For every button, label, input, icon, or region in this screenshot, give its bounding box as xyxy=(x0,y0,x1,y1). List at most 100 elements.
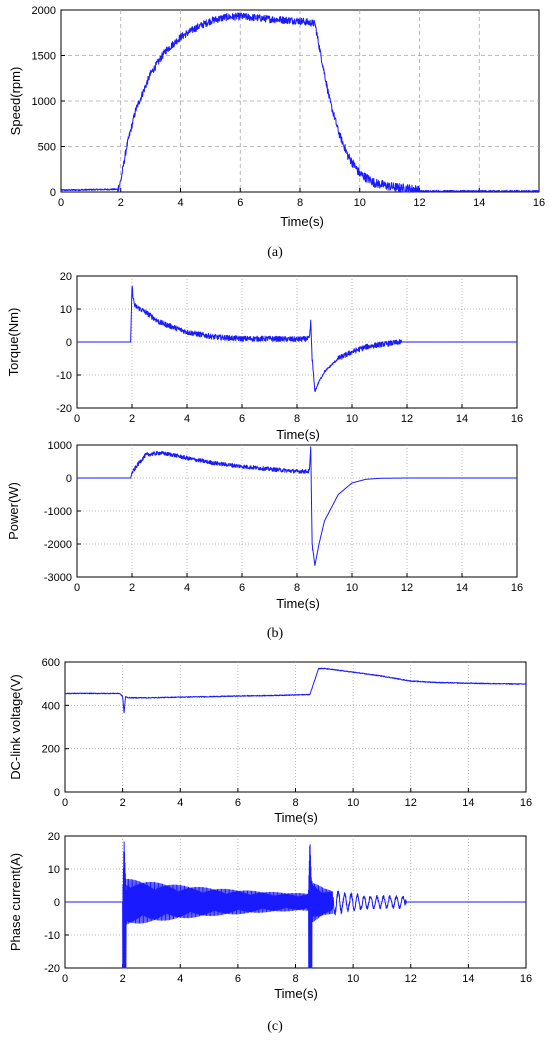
speed-series-line xyxy=(60,12,540,193)
x-tick-label: 6 xyxy=(235,797,241,809)
y-tick-label: 1000 xyxy=(32,96,56,108)
y-tick-label: -3000 xyxy=(44,572,72,584)
x-tick-label: 16 xyxy=(520,973,532,985)
x-tick-label: 4 xyxy=(184,413,190,425)
speed-x-axis-label: Time(s) xyxy=(280,214,324,229)
x-tick-label: 4 xyxy=(177,197,183,209)
x-tick-label: 16 xyxy=(533,197,545,209)
x-tick-label: 0 xyxy=(62,797,68,809)
x-tick-label: 2 xyxy=(118,197,124,209)
power-y-axis-label: Power(W) xyxy=(6,482,21,540)
speed-grid xyxy=(61,10,539,192)
caption-b: (b) xyxy=(267,626,284,641)
x-tick-label: 14 xyxy=(462,797,474,809)
y-tick-label: 2000 xyxy=(32,5,56,17)
speed-y-axis-label: Speed(rpm) xyxy=(8,67,23,136)
y-tick-label: -10 xyxy=(56,370,72,382)
power-y-ticks: -3000 -2000 -1000 0 1000 xyxy=(44,440,81,584)
dclink-plot-area xyxy=(64,661,527,793)
x-tick-label: 4 xyxy=(177,973,183,985)
phase-series-line xyxy=(64,841,527,969)
x-tick-label: 16 xyxy=(511,582,523,594)
x-tick-label: 14 xyxy=(456,413,468,425)
speed-x-ticks: 0 2 4 6 8 10 12 14 16 xyxy=(58,188,545,209)
x-tick-label: 6 xyxy=(239,413,245,425)
x-tick-label: 4 xyxy=(177,797,183,809)
x-tick-label: 12 xyxy=(413,197,425,209)
x-tick-label: 14 xyxy=(462,973,474,985)
phase-x-ticks: 0 2 4 6 8 10 12 14 16 xyxy=(62,964,532,985)
x-tick-label: 14 xyxy=(456,582,468,594)
y-tick-label: -10 xyxy=(44,930,60,942)
x-tick-label: 6 xyxy=(239,582,245,594)
x-tick-label: 16 xyxy=(511,413,523,425)
x-tick-label: 2 xyxy=(129,413,135,425)
power-series-line xyxy=(76,446,518,566)
y-tick-label: 10 xyxy=(60,304,72,316)
y-tick-label: 0 xyxy=(54,787,60,799)
x-tick-label: 6 xyxy=(235,973,241,985)
x-tick-label: 10 xyxy=(346,413,358,425)
dclink-grid xyxy=(65,662,526,792)
torque-x-axis-label: Time(s) xyxy=(276,427,320,442)
dclink-panel: 0 200 400 600 0 2 4 6 8 10 12 14 16 Time(s) DC-link… xyxy=(8,657,532,825)
dclink-x-ticks: 0 2 4 6 8 10 12 14 16 xyxy=(62,788,532,809)
x-tick-label: 0 xyxy=(58,197,64,209)
phase-x-axis-label: Time(s) xyxy=(274,986,318,1001)
x-tick-label: 10 xyxy=(354,197,366,209)
y-tick-label: 1000 xyxy=(48,440,72,452)
x-tick-label: 12 xyxy=(405,973,417,985)
y-tick-label: 0 xyxy=(54,897,60,909)
x-tick-label: 16 xyxy=(520,797,532,809)
y-tick-label: 200 xyxy=(42,744,60,756)
dclink-x-axis-label: Time(s) xyxy=(274,810,318,825)
phase-y-axis-label: Phase current(A) xyxy=(8,853,23,951)
x-tick-label: 8 xyxy=(294,413,300,425)
phase-panel: -20 -10 0 10 20 0 2 4 6 8 10 12 14 16 Time(s) Phase … xyxy=(8,831,532,1034)
y-tick-label: 0 xyxy=(50,187,56,199)
power-x-ticks: 0 2 4 6 8 10 12 14 16 xyxy=(74,573,523,594)
x-tick-label: 6 xyxy=(237,197,243,209)
torque-panel: -20 -10 0 10 20 0 2 4 6 8 10 12 14 16 Time(s) Torque… xyxy=(6,271,523,442)
y-tick-label: 10 xyxy=(48,864,60,876)
torque-series-line xyxy=(76,285,518,393)
x-tick-label: 4 xyxy=(184,582,190,594)
y-tick-label: 500 xyxy=(38,142,56,154)
x-tick-label: 10 xyxy=(346,582,358,594)
x-tick-label: 12 xyxy=(405,797,417,809)
x-tick-label: 2 xyxy=(129,582,135,594)
y-tick-label: 20 xyxy=(60,271,72,283)
y-tick-label: -20 xyxy=(56,403,72,415)
x-tick-label: 12 xyxy=(401,582,413,594)
y-tick-label: -2000 xyxy=(44,539,72,551)
x-tick-label: 12 xyxy=(401,413,413,425)
caption-a: (a) xyxy=(267,245,283,260)
torque-x-ticks: 0 2 4 6 8 10 12 14 16 xyxy=(74,404,523,425)
dclink-y-axis-label: DC-link voltage(V) xyxy=(8,674,23,779)
y-tick-label: 600 xyxy=(42,657,60,669)
y-tick-label: 1500 xyxy=(32,51,56,63)
x-tick-label: 8 xyxy=(292,797,298,809)
x-tick-label: 2 xyxy=(120,973,126,985)
power-x-axis-label: Time(s) xyxy=(276,596,320,611)
caption-c: (c) xyxy=(267,1019,283,1034)
x-tick-label: 8 xyxy=(297,197,303,209)
speed-panel: 0 500 1000 1500 2000 0 2 4 6 8 10 12 14 16 Time(s) S… xyxy=(8,5,545,260)
power-panel: -3000 -2000 -1000 0 1000 0 2 4 6 8 10 12 14 16 Time(… xyxy=(6,440,523,641)
x-tick-label: 8 xyxy=(294,582,300,594)
x-tick-label: 0 xyxy=(74,413,80,425)
y-tick-label: 400 xyxy=(42,700,60,712)
y-tick-label: 0 xyxy=(66,473,72,485)
y-tick-label: -1000 xyxy=(44,506,72,518)
y-tick-label: -20 xyxy=(44,963,60,975)
torque-y-ticks: -20 -10 0 10 20 xyxy=(56,271,81,415)
dclink-y-ticks: 0 200 400 600 xyxy=(42,657,69,799)
x-tick-label: 0 xyxy=(62,973,68,985)
x-tick-label: 14 xyxy=(473,197,485,209)
torque-y-axis-label: Torque(Nm) xyxy=(6,308,21,377)
x-tick-label: 2 xyxy=(120,797,126,809)
x-tick-label: 10 xyxy=(347,797,359,809)
speed-y-ticks: 0 500 1000 1500 2000 xyxy=(32,5,65,199)
x-tick-label: 8 xyxy=(292,973,298,985)
